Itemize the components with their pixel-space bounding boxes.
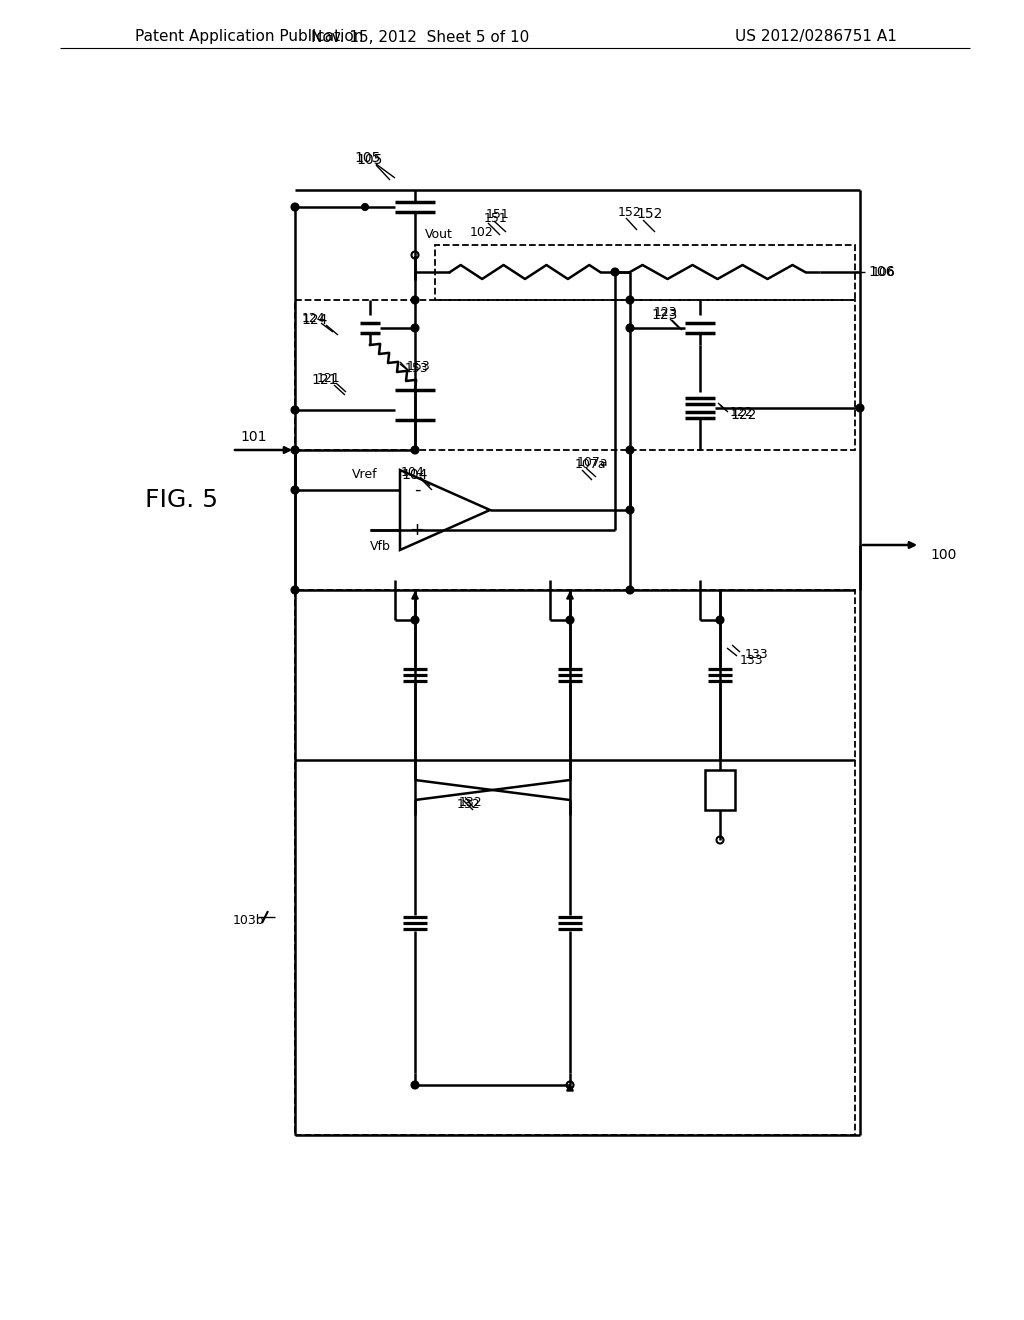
- Bar: [295, 300, 855, 450]
- Text: 132: 132: [458, 796, 482, 808]
- Bar: [295, 590, 855, 1135]
- Text: 100: 100: [930, 548, 956, 562]
- Text: 107a: 107a: [577, 455, 608, 469]
- Text: 123: 123: [653, 306, 677, 319]
- Circle shape: [362, 205, 368, 210]
- Text: Vref: Vref: [352, 469, 378, 482]
- Text: Patent Application Publication: Patent Application Publication: [135, 29, 364, 45]
- Text: 106: 106: [868, 265, 895, 279]
- Text: -: -: [414, 480, 420, 499]
- Circle shape: [412, 1081, 419, 1089]
- Circle shape: [627, 446, 634, 454]
- Circle shape: [412, 297, 419, 304]
- Text: 151: 151: [486, 209, 510, 222]
- Text: FIG. 5: FIG. 5: [145, 488, 218, 512]
- Text: 104: 104: [401, 466, 425, 479]
- Text: 124: 124: [302, 313, 328, 327]
- Circle shape: [412, 325, 419, 331]
- Text: 124: 124: [301, 312, 325, 325]
- Text: +: +: [410, 521, 425, 539]
- Text: 153: 153: [407, 359, 431, 372]
- Bar: [435, 246, 855, 300]
- Text: 151: 151: [484, 211, 508, 224]
- Text: 101: 101: [240, 430, 266, 444]
- Circle shape: [627, 586, 634, 594]
- Text: Nov. 15, 2012  Sheet 5 of 10: Nov. 15, 2012 Sheet 5 of 10: [311, 29, 529, 45]
- Text: 152: 152: [637, 207, 664, 220]
- Text: 122: 122: [730, 407, 754, 420]
- Text: 107a: 107a: [574, 458, 606, 471]
- Text: 152: 152: [618, 206, 642, 219]
- Text: 153: 153: [406, 362, 429, 375]
- Text: 103b: 103b: [232, 913, 264, 927]
- Circle shape: [292, 407, 299, 413]
- Circle shape: [611, 268, 618, 276]
- Bar: [705, 770, 735, 810]
- Text: 132: 132: [456, 799, 480, 812]
- Text: 121: 121: [316, 371, 340, 384]
- Circle shape: [412, 446, 419, 454]
- Text: 102: 102: [470, 226, 494, 239]
- Text: 122: 122: [730, 408, 757, 422]
- Circle shape: [627, 325, 634, 331]
- Circle shape: [627, 507, 634, 513]
- Circle shape: [292, 446, 299, 454]
- Text: 106: 106: [872, 265, 896, 279]
- Circle shape: [856, 404, 863, 412]
- Circle shape: [292, 487, 299, 494]
- Text: 105: 105: [356, 153, 383, 168]
- Circle shape: [292, 203, 299, 210]
- Circle shape: [627, 297, 634, 304]
- Text: US 2012/0286751 A1: US 2012/0286751 A1: [735, 29, 897, 45]
- Circle shape: [292, 586, 299, 594]
- Text: Vfb: Vfb: [370, 540, 390, 553]
- Text: 123: 123: [652, 308, 678, 322]
- Circle shape: [566, 616, 573, 623]
- Circle shape: [412, 616, 419, 623]
- Circle shape: [717, 616, 724, 623]
- Text: 133: 133: [740, 653, 764, 667]
- Text: 105: 105: [354, 150, 381, 165]
- Text: Vout: Vout: [425, 228, 453, 242]
- Text: 121: 121: [311, 374, 338, 387]
- Text: 133: 133: [745, 648, 769, 661]
- Text: 104: 104: [401, 469, 428, 482]
